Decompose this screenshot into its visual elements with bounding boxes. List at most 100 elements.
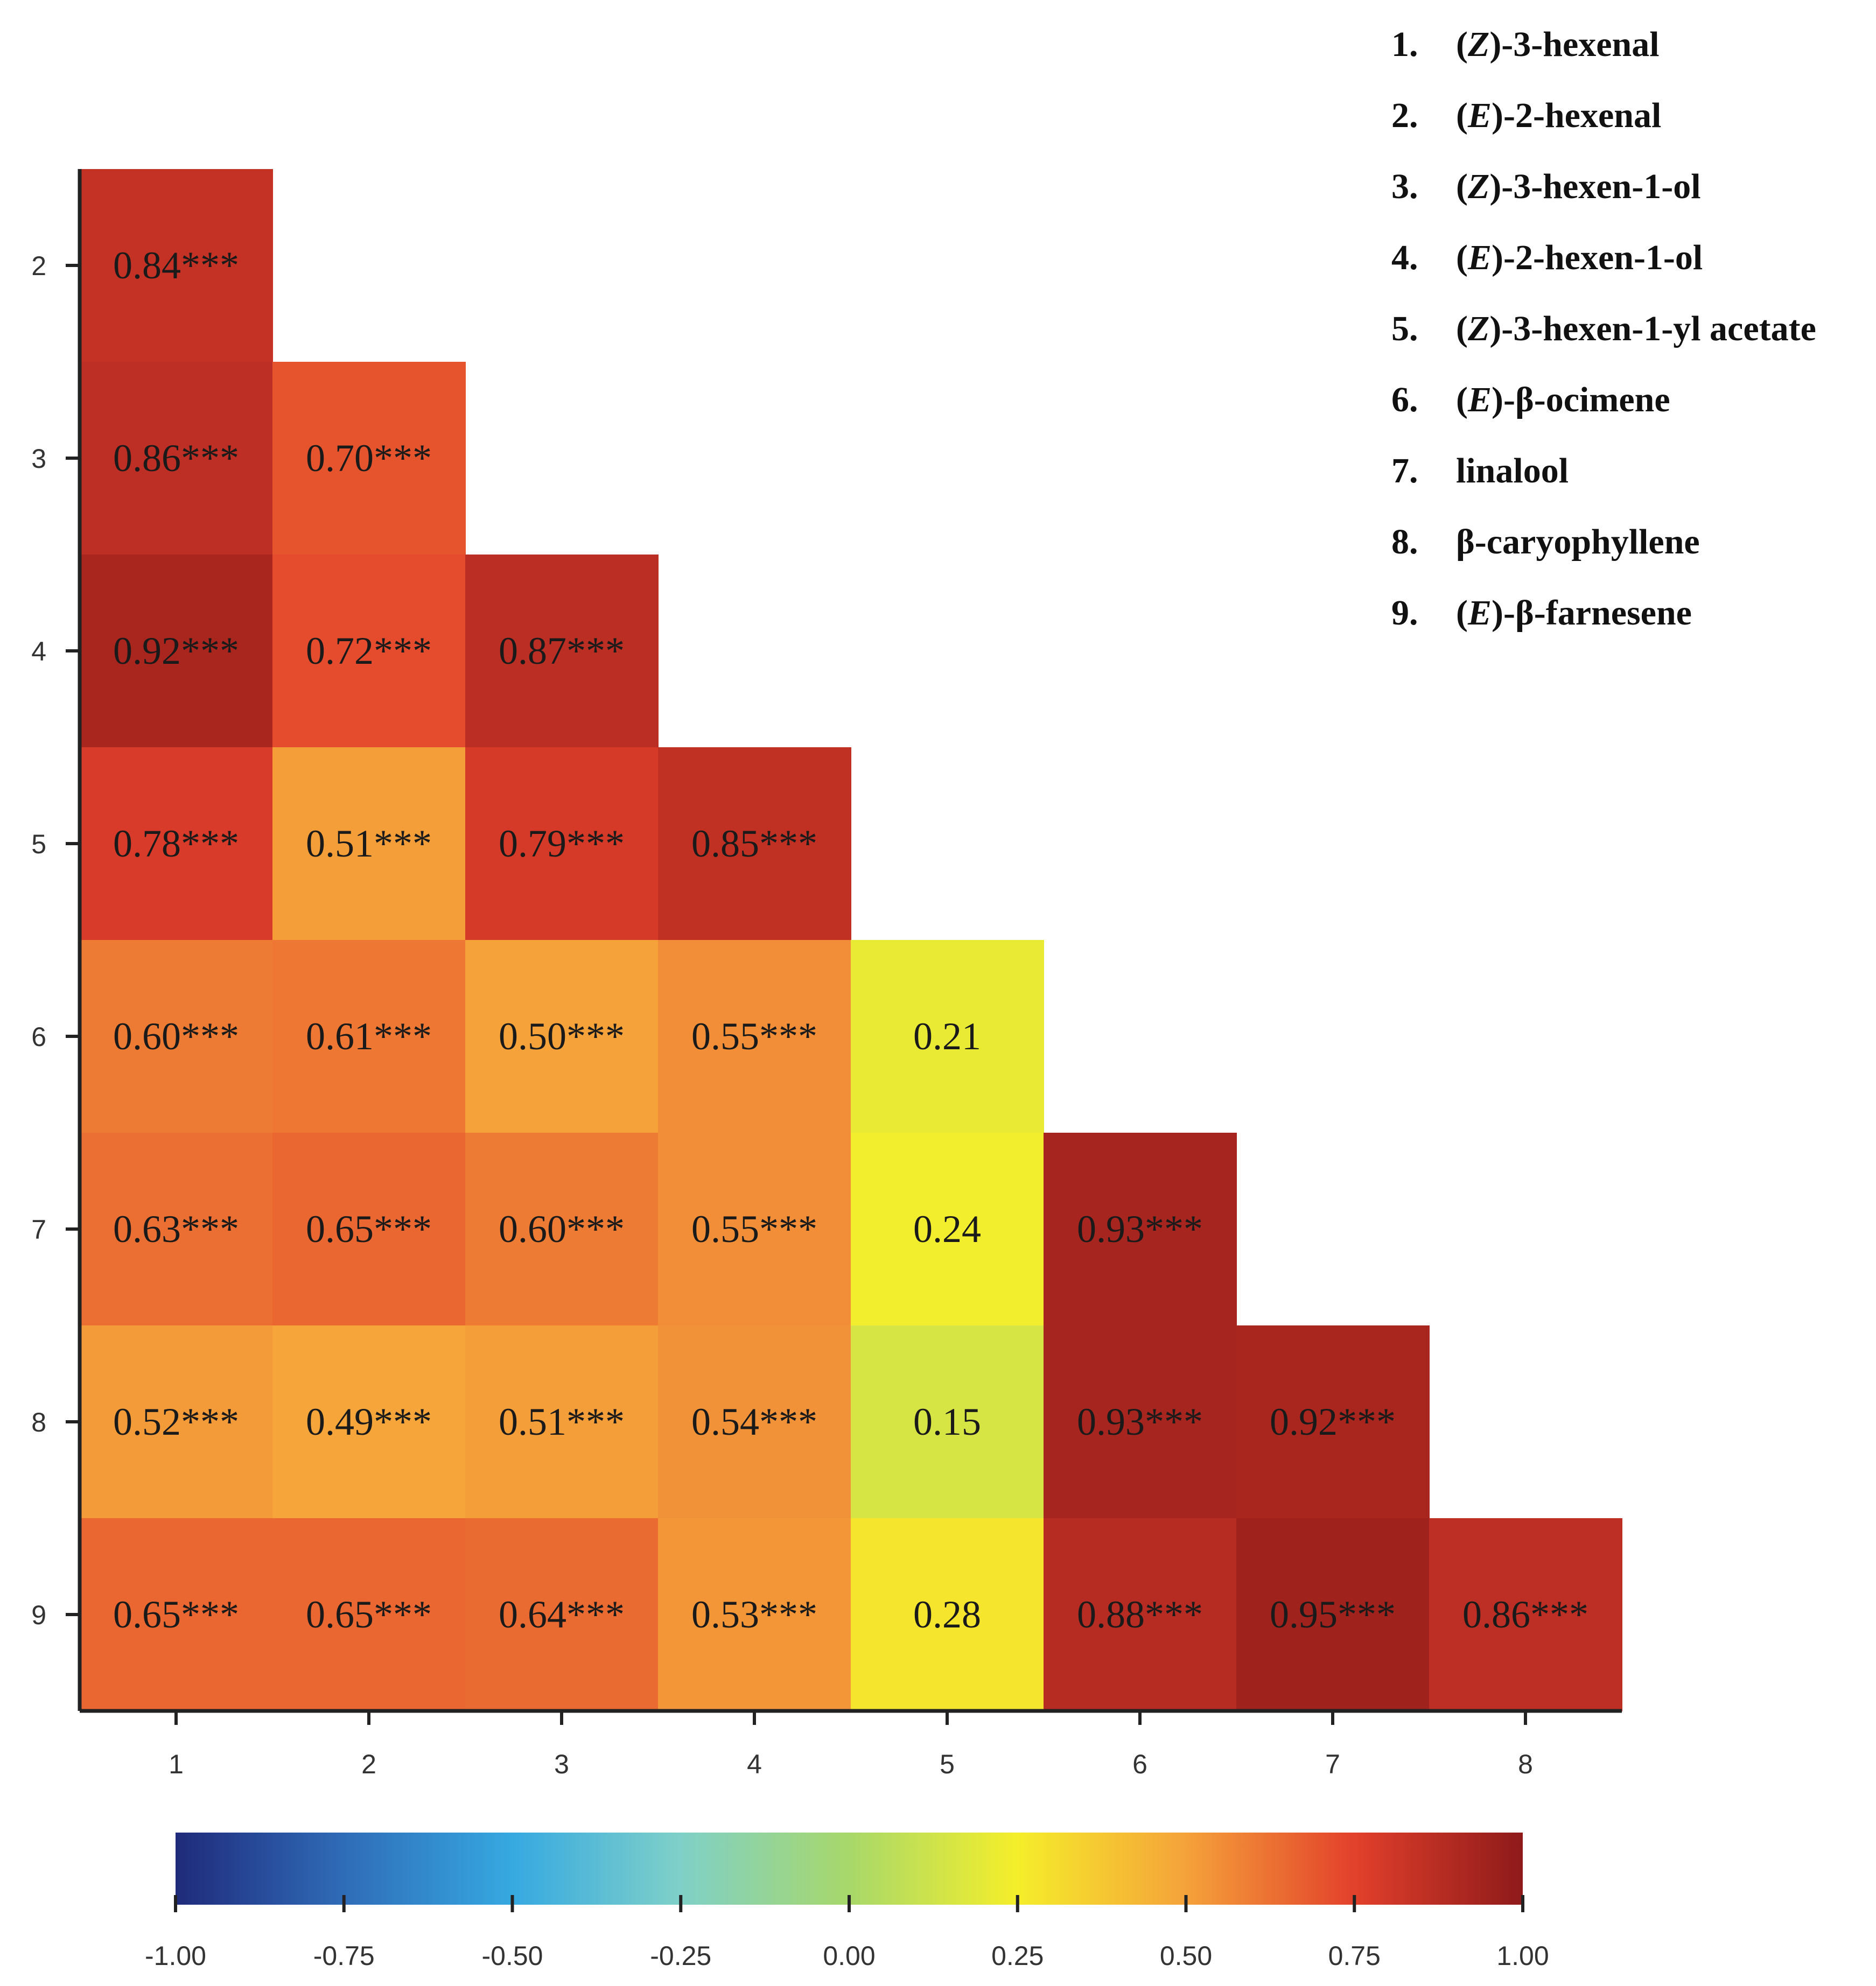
heatmap-cell-5-1	[80, 747, 273, 941]
colorbar-tick-label-7: 0.75	[1328, 1941, 1381, 1971]
legend-number-8: 8.	[1391, 522, 1418, 562]
heatmap-cell-9-8	[1429, 1518, 1622, 1711]
heatmap-cell-5-2	[272, 747, 466, 941]
y-tick-label-3: 3	[31, 444, 46, 474]
colorbar-tick-label-3: -0.25	[650, 1941, 711, 1971]
colorbar-tick-label-8: 1.00	[1496, 1941, 1549, 1971]
heatmap-cell-7-6	[1044, 1133, 1237, 1326]
colorbar-tick-label-0: -1.00	[145, 1941, 206, 1971]
heatmap-cell-3-2	[272, 362, 466, 555]
heatmap-cell-2-1	[80, 169, 273, 362]
cell-value-label-8-3: 0.51***	[499, 1400, 625, 1443]
cell-value-label-8-5: 0.15	[913, 1400, 981, 1443]
cell-value-label-6-5: 0.21	[913, 1015, 981, 1058]
heatmap-cell-6-5	[851, 940, 1044, 1133]
x-tick-label-3: 3	[554, 1749, 569, 1779]
x-tick-label-5: 5	[940, 1749, 955, 1779]
cell-value-label-8-2: 0.49***	[306, 1400, 432, 1443]
heatmap-cell-7-5	[851, 1133, 1044, 1326]
heatmap-cell-8-5	[851, 1325, 1044, 1519]
cell-value-label-7-3: 0.60***	[499, 1208, 625, 1251]
y-tick-label-9: 9	[31, 1600, 46, 1630]
legend-number-3: 3.	[1391, 167, 1418, 206]
colorbar-tick-label-4: 0.00	[823, 1941, 875, 1971]
cell-value-label-6-1: 0.60***	[113, 1015, 239, 1058]
cell-value-label-6-2: 0.61***	[306, 1015, 432, 1058]
x-tick-label-7: 7	[1325, 1749, 1340, 1779]
heatmap-cell-9-4	[658, 1518, 851, 1711]
heatmap-cell-7-2	[272, 1133, 466, 1326]
legend-number-4: 4.	[1391, 238, 1418, 277]
colorbar-tick-label-1: -0.75	[313, 1941, 375, 1971]
heatmap-cell-9-3	[465, 1518, 659, 1711]
legend-compound-name-1: (Z)-3-hexenal	[1456, 25, 1660, 64]
heatmap-cell-7-3	[465, 1133, 659, 1326]
colorbar-tick-label-5: 0.25	[991, 1941, 1044, 1971]
x-tick-label-6: 6	[1132, 1749, 1147, 1779]
cell-value-label-7-5: 0.24	[913, 1208, 981, 1251]
x-tick-label-2: 2	[361, 1749, 376, 1779]
legend-compound-name-4: (E)-2-hexen-1-ol	[1456, 238, 1703, 277]
heatmap-cells	[80, 169, 1622, 1711]
legend-compound-name-8: β-caryophyllene	[1456, 522, 1700, 562]
cell-value-label-4-3: 0.87***	[499, 629, 625, 672]
legend-number-6: 6.	[1391, 380, 1418, 419]
heatmap-cell-6-2	[272, 940, 466, 1133]
cell-value-label-5-1: 0.78***	[113, 822, 239, 865]
cell-value-label-9-4: 0.53***	[691, 1593, 817, 1636]
legend-compound-name-7: linalool	[1456, 451, 1569, 490]
heatmap-cell-labels: 0.84*** 0.86*** 0.70*** 0.92*** 0.72*** 0.87*…	[113, 244, 1588, 1636]
legend-number-9: 9.	[1391, 593, 1418, 633]
legend-compound-name-9: (E)-β-farnesene	[1456, 593, 1692, 633]
legend-compound-name-3: (Z)-3-hexen-1-ol	[1456, 167, 1701, 206]
x-tick-label-4: 4	[747, 1749, 762, 1779]
legend-number-7: 7.	[1391, 451, 1418, 490]
cell-value-label-8-7: 0.92***	[1270, 1400, 1396, 1443]
y-tick-label-7: 7	[31, 1215, 46, 1245]
x-tick-label-1: 1	[169, 1749, 184, 1779]
colorbar-tick-label-6: 0.50	[1160, 1941, 1212, 1971]
cell-value-label-3-2: 0.70***	[306, 437, 432, 480]
cell-value-label-5-3: 0.79***	[499, 822, 625, 865]
cell-value-label-6-4: 0.55***	[691, 1015, 817, 1058]
x-tick-label-8: 8	[1518, 1749, 1533, 1779]
heatmap-cell-9-1	[80, 1518, 273, 1711]
legend-compound-name-6: (E)-β-ocimene	[1456, 380, 1670, 419]
heatmap-cell-6-3	[465, 940, 659, 1133]
cell-value-label-9-1: 0.65***	[113, 1593, 239, 1636]
legend-compound-name-2: (E)-2-hexenal	[1456, 96, 1661, 135]
heatmap-cell-4-3	[465, 555, 659, 748]
heatmap-cell-9-5	[851, 1518, 1044, 1711]
legend-number-1: 1.	[1391, 25, 1418, 64]
cell-value-label-6-3: 0.50***	[499, 1015, 625, 1058]
heatmap-cell-8-4	[658, 1325, 851, 1519]
heatmap-cell-8-2	[272, 1325, 466, 1519]
cell-value-label-8-1: 0.52***	[113, 1400, 239, 1443]
heatmap-cell-8-1	[80, 1325, 273, 1519]
legend-compound-name-5: (Z)-3-hexen-1-yl acetate	[1456, 309, 1816, 348]
heatmap-cell-8-3	[465, 1325, 659, 1519]
heatmap-cell-6-1	[80, 940, 273, 1133]
cell-value-label-3-1: 0.86***	[113, 437, 239, 480]
colorbar: -1.00 -0.75 -0.50 -0.25 0.00 0.25 0.50 0.75 1.00	[145, 1833, 1549, 1971]
cell-value-label-7-6: 0.93***	[1077, 1208, 1203, 1251]
legend-number-5: 5.	[1391, 309, 1418, 348]
colorbar-gradient	[176, 1833, 1523, 1905]
cell-value-label-9-7: 0.95***	[1270, 1593, 1396, 1636]
heatmap-cell-7-4	[658, 1133, 851, 1326]
cell-value-label-7-2: 0.65***	[306, 1208, 432, 1251]
y-tick-label-8: 8	[31, 1407, 46, 1437]
cell-value-label-9-8: 0.86***	[1462, 1593, 1588, 1636]
heatmap-cell-9-7	[1236, 1518, 1430, 1711]
y-tick-label-6: 6	[31, 1022, 46, 1052]
cell-value-label-7-1: 0.63***	[113, 1208, 239, 1251]
heatmap-axes: 2 3 4 5 6 7 8 9 1 2 3 4 5 6 7 8	[31, 169, 1622, 1779]
heatmap-cell-3-1	[80, 362, 273, 555]
y-tick-label-5: 5	[31, 829, 46, 859]
heatmap-cell-9-6	[1044, 1518, 1237, 1711]
heatmap-cell-8-6	[1044, 1325, 1237, 1519]
cell-value-label-8-4: 0.54***	[691, 1400, 817, 1443]
heatmap-cell-8-7	[1236, 1325, 1430, 1519]
heatmap-cell-9-2	[272, 1518, 466, 1711]
